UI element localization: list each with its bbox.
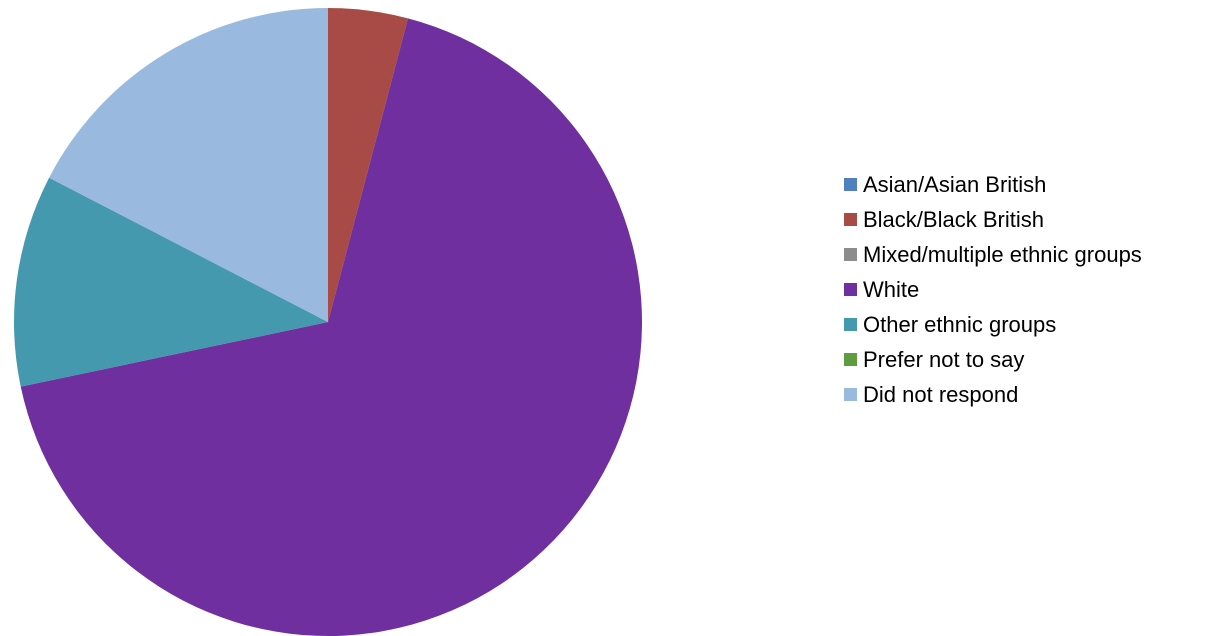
pie-slice-other-ethnic-groups — [14, 177, 329, 387]
legend-swatch — [844, 283, 857, 296]
legend-swatch — [844, 248, 857, 261]
pie-slices — [14, 8, 643, 636]
legend-label: Did not respond — [863, 381, 1019, 407]
legend-label: Asian/Asian British — [863, 171, 1047, 197]
legend-item: Black/Black British — [844, 202, 1142, 237]
legend-item: Mixed/multiple ethnic groups — [844, 237, 1142, 272]
pie-slice-black-black-british — [328, 8, 408, 322]
legend-item: Other ethnic groups — [844, 307, 1142, 342]
legend-swatch — [844, 353, 857, 366]
legend-item: Asian/Asian British — [844, 167, 1142, 202]
chart-legend: Asian/Asian British Black/Black British Mi… — [844, 167, 1142, 412]
legend-label: White — [863, 276, 920, 302]
pie-slice-white — [20, 18, 643, 636]
legend-label: Prefer not to say — [863, 346, 1025, 372]
legend-swatch — [844, 213, 857, 226]
legend-label: Other ethnic groups — [863, 311, 1057, 337]
legend-label: Mixed/multiple ethnic groups — [863, 241, 1142, 267]
legend-label: Black/Black British — [863, 206, 1044, 232]
pie-slice-did-not-respond — [49, 8, 328, 322]
legend-swatch — [844, 388, 857, 401]
legend-item: Prefer not to say — [844, 342, 1142, 377]
legend-item: White — [844, 272, 1142, 307]
legend-item: Did not respond — [844, 377, 1142, 412]
legend-swatch — [844, 178, 857, 191]
legend-swatch — [844, 318, 857, 331]
